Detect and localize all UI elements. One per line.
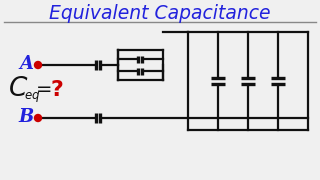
Text: B: B <box>18 108 34 126</box>
Text: ?: ? <box>50 80 63 100</box>
Text: Equivalent Capacitance: Equivalent Capacitance <box>49 4 271 23</box>
Circle shape <box>35 62 42 69</box>
Text: =: = <box>36 80 52 99</box>
Text: A: A <box>19 55 33 73</box>
Text: $\mathit{C}$: $\mathit{C}$ <box>8 75 28 102</box>
Circle shape <box>35 114 42 122</box>
Text: $\mathit{eq}$: $\mathit{eq}$ <box>24 89 40 103</box>
